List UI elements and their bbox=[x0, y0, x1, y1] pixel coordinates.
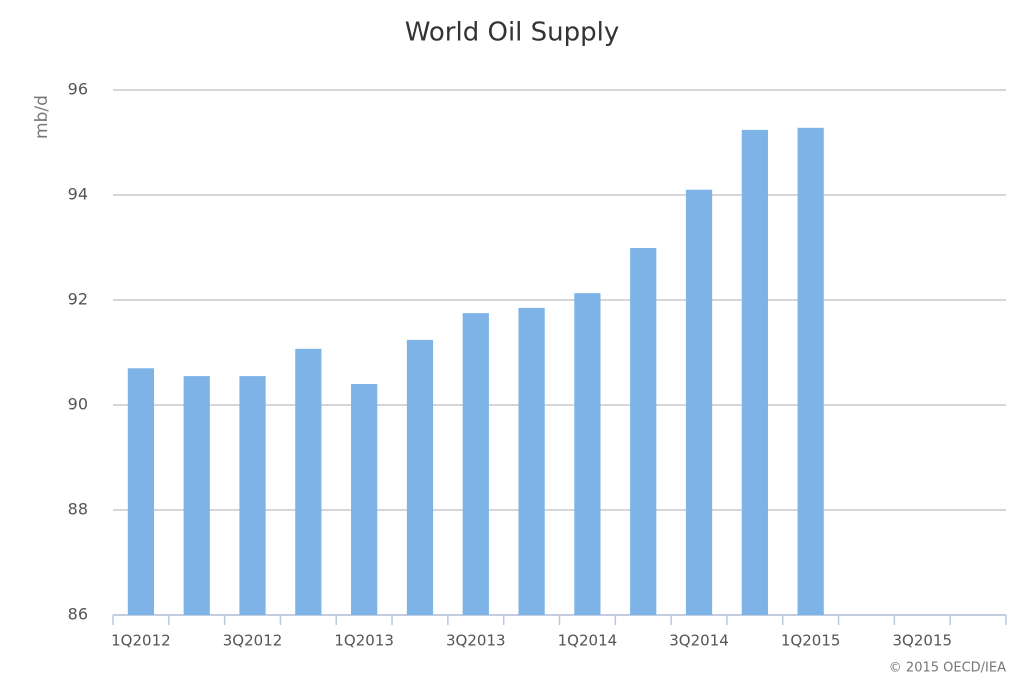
bar bbox=[462, 313, 489, 615]
x-tick-label: 1Q2012 bbox=[111, 632, 171, 650]
chart-title: World Oil Supply bbox=[405, 18, 620, 48]
x-tick-label: 3Q2013 bbox=[446, 632, 506, 650]
bar bbox=[685, 189, 713, 615]
x-tick-label: 1Q2013 bbox=[334, 632, 394, 650]
y-tick-label: 96 bbox=[68, 80, 88, 99]
bar bbox=[351, 384, 378, 615]
bar bbox=[127, 368, 155, 615]
x-tick-label: 3Q2012 bbox=[223, 632, 283, 650]
bar bbox=[797, 127, 824, 616]
y-tick-label: 86 bbox=[68, 605, 88, 624]
x-tick-label: 1Q2015 bbox=[781, 632, 841, 650]
x-tick-label: 1Q2014 bbox=[558, 632, 618, 650]
bar bbox=[630, 248, 657, 615]
y-tick-label: 92 bbox=[68, 290, 88, 309]
y-tick-label: 90 bbox=[68, 395, 88, 414]
y-tick-label: 88 bbox=[68, 500, 88, 519]
bar bbox=[183, 376, 210, 615]
bar bbox=[518, 307, 545, 615]
bar bbox=[741, 129, 768, 615]
x-tick-label: 3Q2014 bbox=[669, 632, 729, 650]
bar bbox=[239, 376, 266, 615]
bar bbox=[574, 293, 601, 615]
bar bbox=[406, 339, 434, 615]
credit: © 2015 OECD/IEA bbox=[889, 661, 1006, 676]
bar bbox=[295, 348, 322, 615]
y-axis-label: mb/d bbox=[32, 95, 52, 139]
x-tick-label: 3Q2015 bbox=[893, 632, 953, 650]
y-tick-label: 94 bbox=[68, 185, 88, 204]
